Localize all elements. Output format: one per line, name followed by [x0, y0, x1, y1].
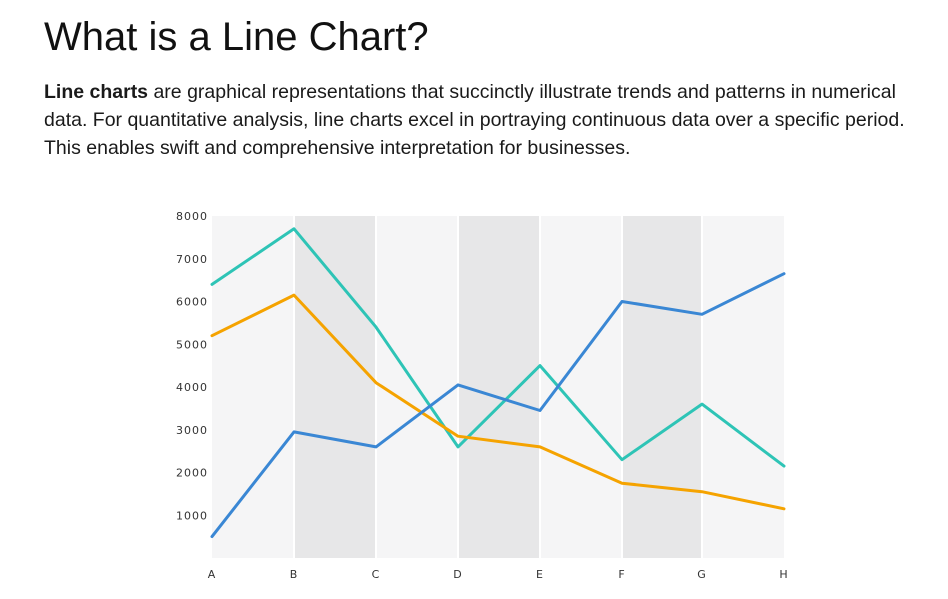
plot-band: [540, 216, 622, 558]
series-lines: [210, 227, 786, 539]
intro-bold-term: Line charts: [44, 81, 149, 103]
x-tick-label: A: [208, 568, 217, 581]
plot-band: [212, 216, 294, 558]
x-axis-ticks: A B C D E F G H: [208, 568, 788, 581]
y-tick-label: 1000: [176, 509, 208, 522]
plot-background: [212, 216, 784, 558]
y-tick-label: 5000: [176, 338, 208, 351]
series-line-2: [210, 293, 786, 511]
y-tick-label: 4000: [176, 381, 208, 394]
x-tick-label: H: [779, 568, 788, 581]
x-tick-label: G: [697, 568, 707, 581]
intro-text: are graphical representations that succi…: [44, 81, 905, 159]
x-tick-label: B: [290, 568, 299, 581]
x-tick-label: D: [453, 568, 462, 581]
y-tick-label: 7000: [176, 253, 208, 266]
series-line-1: [210, 227, 786, 468]
x-tick-label: E: [536, 568, 544, 581]
y-tick-label: 3000: [176, 424, 208, 437]
plot-band: [294, 216, 376, 558]
intro-paragraph: Line charts are graphical representation…: [44, 78, 934, 162]
y-tick-label: 6000: [176, 296, 208, 309]
y-tick-label: 8000: [176, 210, 208, 223]
page-title: What is a Line Chart?: [44, 15, 429, 59]
y-tick-label: 2000: [176, 467, 208, 480]
y-axis-ticks: 1000 2000 3000 4000 5000 6000 7000 8000: [176, 210, 208, 522]
series-line-3: [210, 272, 786, 539]
x-tick-label: F: [618, 568, 625, 581]
plot-band: [458, 216, 540, 558]
plot-band: [622, 216, 702, 558]
x-tick-label: C: [372, 568, 381, 581]
